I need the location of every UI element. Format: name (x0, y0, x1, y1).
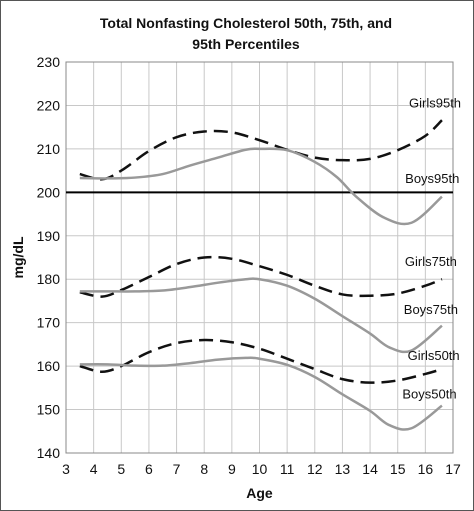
x-tick-label: 5 (117, 461, 125, 477)
chart-title-line-1: Total Nonfasting Cholesterol 50th, 75th,… (99, 15, 393, 31)
x-tick-label: 17 (445, 461, 461, 477)
y-tick-label: 190 (37, 228, 61, 244)
x-tick-label: 15 (390, 461, 406, 477)
chart-title: Total Nonfasting Cholesterol 50th, 75th,… (61, 13, 431, 55)
x-tick-label: 4 (90, 461, 98, 477)
series-line-boys75th (79, 277, 443, 354)
series-label-girls95th: Girls95th (409, 96, 461, 111)
x-tick-label: 13 (335, 461, 351, 477)
x-tick-label: 9 (228, 461, 236, 477)
y-axis-title: mg/dL (10, 236, 26, 278)
series-label-girls50th: Girls50th (408, 348, 460, 363)
series-label-boys95th: Boys95th (405, 171, 459, 186)
series-label-boys50th: Boys50th (402, 387, 456, 402)
gridlines (65, 61, 454, 454)
y-tick-label: 200 (37, 184, 61, 200)
x-axis-title: Age (246, 485, 273, 501)
x-tick-label: 10 (252, 461, 268, 477)
x-tick-label: 6 (145, 461, 153, 477)
y-tick-label: 180 (37, 271, 61, 287)
x-tick-label: 7 (173, 461, 181, 477)
series-line-girls95th (79, 119, 443, 181)
x-tick-label: 8 (200, 461, 208, 477)
y-tick-label: 140 (37, 445, 61, 461)
y-tick-label: 210 (37, 141, 61, 157)
series-line-girls50th (79, 338, 443, 384)
series-line-unlabeled (79, 147, 443, 226)
series-line-boys50th (79, 356, 443, 431)
series-line-girls75th (79, 255, 443, 298)
y-tick-label: 220 (37, 97, 61, 113)
series-label-girls75th: Girls75th (405, 254, 457, 269)
y-tick-label: 230 (37, 54, 61, 70)
x-tick-label: 12 (307, 461, 323, 477)
x-tick-label: 11 (280, 461, 295, 477)
y-tick-label: 150 (37, 402, 61, 418)
y-tick-label: 160 (37, 358, 61, 374)
x-tick-label: 16 (418, 461, 434, 477)
x-tick-label: 3 (62, 461, 70, 477)
series-label-boys75th: Boys75th (404, 302, 458, 317)
x-tick-label: 14 (362, 461, 378, 477)
plot-area-border (65, 61, 454, 454)
y-tick-label: 170 (37, 315, 61, 331)
chart-title-line-2: 95th Percentiles (192, 36, 300, 52)
